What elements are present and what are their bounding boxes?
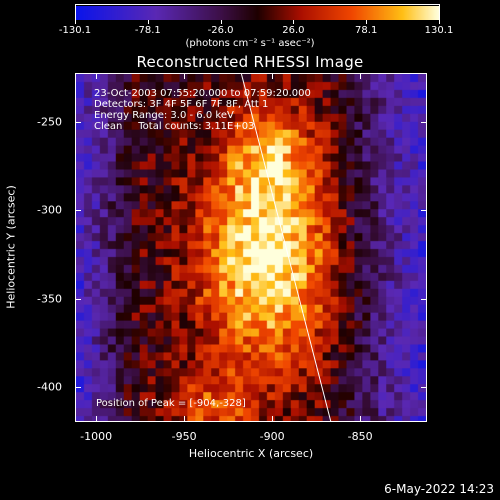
y-axis-tick [421, 210, 427, 212]
colorbar-tick-label: 130.1 [424, 25, 454, 36]
x-axis-tick [96, 73, 98, 79]
x-axis-tick [360, 73, 362, 79]
colorbar-tick [220, 20, 222, 24]
x-axis-tick [272, 73, 274, 79]
y-axis-tick-label: -400 [37, 380, 62, 394]
rhessi-image-map [76, 74, 426, 421]
x-axis-tick-label: -900 [259, 430, 285, 443]
image-plot-area: 23-Oct-2003 07:55:20.000 to 07:59:20.000… [75, 73, 427, 422]
y-axis-tick [75, 386, 81, 388]
colorbar [75, 4, 440, 20]
x-axis-tick-label: -850 [347, 430, 373, 443]
colorbar-tick-label: 78.1 [355, 25, 378, 36]
x-axis-label: Heliocentric X (arcsec) [188, 447, 314, 460]
x-axis-tick-label: -1000 [80, 430, 113, 443]
colorbar-units-label: (photons cm⁻² s⁻¹ asec⁻²) [185, 38, 315, 49]
annotation-time-range: 23-Oct-2003 07:55:20.000 to 07:59:20.000 [94, 88, 311, 99]
annotation-clean-counts: Clean Total counts: 3.11E+03 [94, 121, 255, 132]
x-axis-tick [272, 416, 274, 422]
plot-title: Reconstructed RHESSI Image [136, 53, 364, 71]
colorbar-tick-label: -78.1 [134, 25, 161, 36]
limb-line-overlay [240, 74, 332, 421]
y-axis-tick [75, 210, 81, 212]
y-axis-tick [421, 386, 427, 388]
x-axis-tick [184, 416, 186, 422]
y-axis-tick-label: -300 [37, 203, 62, 217]
colorbar-tick [147, 20, 149, 24]
colorbar-tick [293, 20, 295, 24]
y-axis-tick-label: -350 [37, 292, 62, 306]
footer-timestamp: 6-May-2022 14:23 [384, 482, 494, 496]
y-axis-label: Heliocentric Y (arcsec) [4, 185, 18, 309]
x-axis-tick-label: -950 [171, 430, 197, 443]
colorbar-tick-label: -130.1 [58, 25, 92, 36]
colorbar-tick-label: -26.0 [207, 25, 234, 36]
annotation-detectors: Detectors: 3F 4F 5F 6F 7F 8F, Att 1 [94, 99, 269, 110]
y-axis-tick [75, 122, 81, 124]
annotation-energy-range: Energy Range: 3.0 - 6.0 keV [94, 110, 234, 121]
colorbar-tick [439, 20, 440, 24]
colorbar-tick [75, 20, 76, 24]
x-axis-tick [96, 416, 98, 422]
x-axis-tick [360, 416, 362, 422]
y-axis-tick [75, 298, 81, 300]
colorbar-tick-label: 26.0 [282, 25, 305, 36]
solar-limb-line [240, 74, 332, 421]
colorbar-gradient [76, 6, 439, 20]
y-axis-tick-label: -250 [37, 115, 62, 129]
annotation-peak-position: Position of Peak = [-904,-328] [96, 398, 246, 409]
y-axis-tick [421, 298, 427, 300]
y-axis-tick [421, 122, 427, 124]
x-axis-tick [184, 73, 186, 79]
colorbar-tick [366, 20, 368, 24]
